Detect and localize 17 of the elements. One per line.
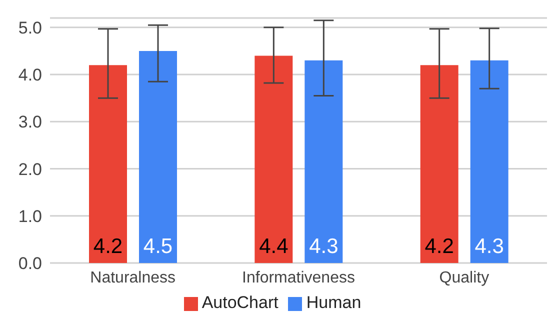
x-tick-label: Informativeness [242,269,355,286]
legend-label: Human [306,293,362,312]
data-label: 4.3 [474,235,504,258]
y-tick-label: 1.0 [18,206,42,226]
x-tick-label: Naturalness [90,269,176,286]
data-label: 4.5 [143,235,173,258]
y-tick-label: 3.0 [18,112,42,132]
data-label: 4.4 [259,235,289,258]
y-tick-label: 5.0 [18,18,42,38]
x-tick-label: Quality [439,269,490,286]
data-label: 4.2 [93,235,123,258]
y-tick-label: 0.0 [18,254,42,274]
y-tick-label: 4.0 [18,66,42,85]
y-tick-label: 2.0 [18,160,42,179]
data-label: 4.2 [424,235,454,258]
data-label: 4.3 [309,235,338,258]
legend-label: AutoChart [202,293,278,312]
